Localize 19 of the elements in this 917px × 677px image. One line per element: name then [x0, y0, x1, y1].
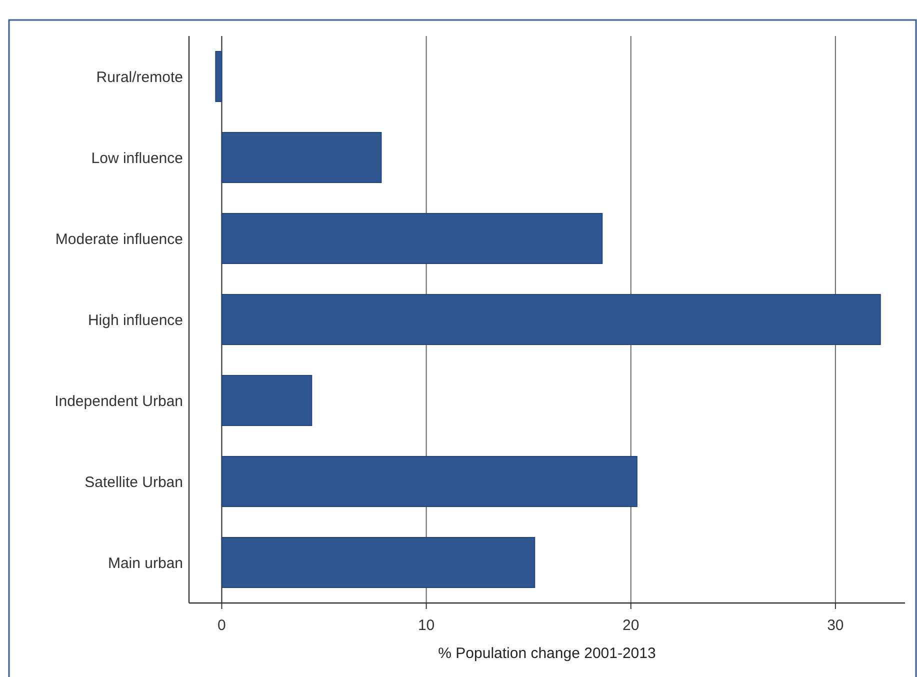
- y-tick-label: Low influence: [91, 150, 183, 167]
- y-tick-label: Rural/remote: [96, 68, 183, 86]
- bar: [221, 456, 638, 508]
- x-tick-label: 0: [218, 617, 226, 634]
- bar: [221, 294, 881, 346]
- y-tick-label: High influence: [88, 312, 183, 329]
- bar: [215, 50, 222, 102]
- bar: [221, 374, 312, 426]
- bar: [221, 132, 382, 184]
- bar: [221, 536, 536, 588]
- x-tick-label: 10: [418, 617, 435, 634]
- x-tick-label: 30: [827, 617, 844, 634]
- y-tick-label: Main urban: [108, 554, 183, 572]
- bar: [221, 212, 603, 264]
- x-tick-label: 20: [622, 617, 640, 634]
- x-axis-title: % Population change 2001-2013: [438, 645, 656, 662]
- y-tick-label: Independent Urban: [54, 392, 183, 410]
- y-tick-label: Satellite Urban: [84, 474, 183, 491]
- y-tick-label: Moderate influence: [55, 230, 183, 248]
